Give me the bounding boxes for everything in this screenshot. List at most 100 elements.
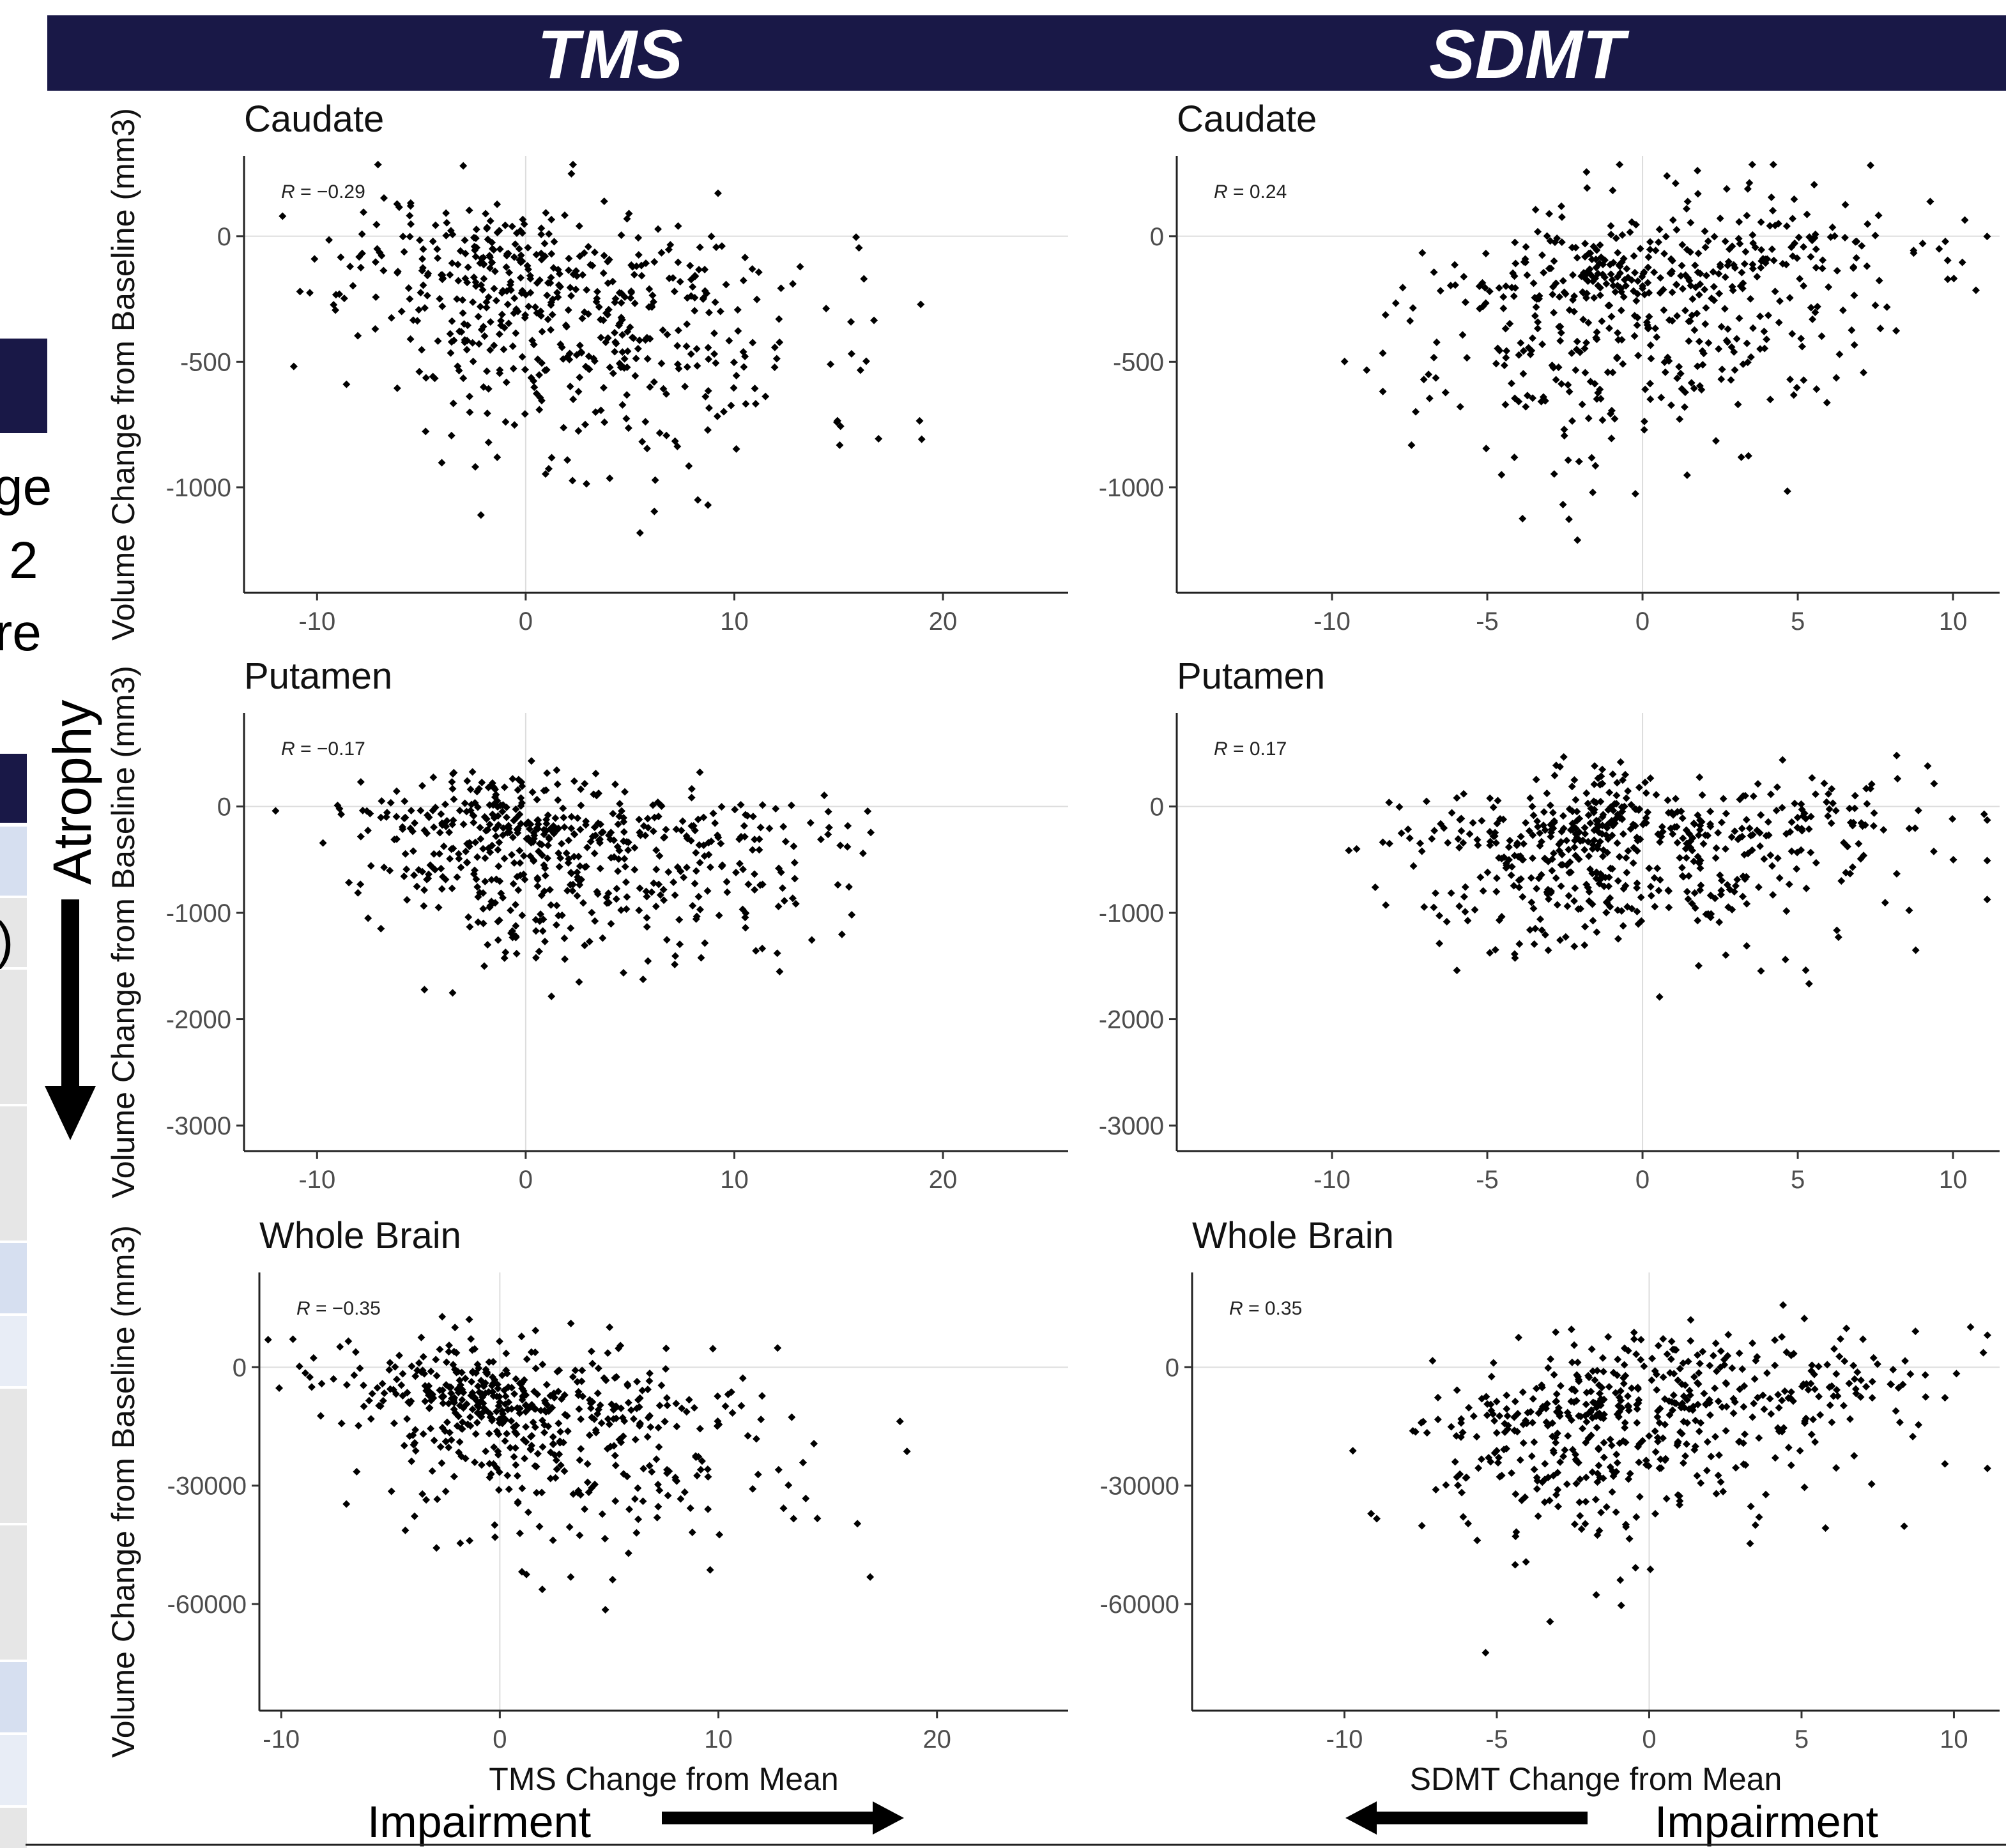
scatter-point [1875, 277, 1883, 285]
scatter-point [556, 282, 564, 291]
scatter-point [634, 1396, 642, 1404]
scatter-point [1821, 1524, 1830, 1532]
scatter-point [1850, 341, 1858, 349]
scatter-point [1699, 839, 1708, 848]
scatter-point [569, 160, 577, 169]
scatter-point [1618, 231, 1627, 239]
scatter-point [1694, 362, 1702, 370]
scatter-point [1694, 1400, 1702, 1409]
scatter-point [1711, 1384, 1719, 1393]
scatter-point [1582, 789, 1591, 797]
scatter-point [1534, 1512, 1542, 1520]
scatter-point [448, 259, 456, 267]
scatter-point [1754, 1393, 1762, 1401]
scatter-point [393, 269, 401, 277]
scatter-point [535, 839, 544, 848]
scatter-point [1581, 922, 1589, 931]
scatter-point [1659, 1335, 1667, 1343]
scatter-point [1593, 1410, 1602, 1419]
scatter-point [1556, 763, 1564, 771]
scatter-point [1543, 1421, 1552, 1430]
scatter-point [474, 1382, 482, 1391]
scatter-point [1647, 355, 1655, 363]
scatter-point [1696, 864, 1704, 873]
scatter-point [1851, 1385, 1860, 1393]
scatter-point [494, 1430, 503, 1439]
scatter-point [508, 222, 516, 231]
scatter-point [406, 294, 414, 303]
scatter-point [392, 1390, 400, 1398]
scatter-point [576, 341, 584, 349]
scatter-point [1404, 825, 1413, 834]
scatter-point [683, 363, 691, 371]
scatter-point [705, 850, 713, 859]
scatter-point [1635, 806, 1643, 814]
scatter-point [1557, 329, 1565, 337]
scatter-point [1768, 245, 1776, 254]
scatter-point [836, 422, 845, 431]
scatter-point [427, 1367, 435, 1375]
scatter-point [461, 1375, 470, 1383]
scatter-point [1682, 1440, 1690, 1448]
scatter-point [1800, 1483, 1809, 1492]
scatter-point [1570, 1520, 1579, 1529]
scatter-point [523, 1355, 531, 1363]
scatter-point [1798, 342, 1806, 351]
scatter-point [1698, 791, 1706, 799]
scatter-point [653, 1513, 661, 1522]
scatter-point [447, 431, 456, 439]
scatter-point [469, 357, 477, 365]
scatter-point [1534, 325, 1542, 333]
scatter-point [661, 833, 669, 841]
scatter-point [459, 162, 468, 170]
scatter-point [463, 859, 471, 867]
scatter-point [855, 243, 863, 252]
scatter-point [1609, 369, 1617, 377]
scatter-point [1680, 873, 1688, 881]
scatter-point [1596, 1389, 1604, 1398]
scatter-point [1564, 456, 1572, 464]
scatter-point [1594, 282, 1602, 290]
scatter-point [1616, 160, 1624, 169]
scatter-point [1749, 261, 1757, 269]
scatter-point [1645, 864, 1653, 873]
scatter-point [770, 363, 779, 372]
scatter-point [454, 850, 463, 858]
scatter-point [751, 400, 760, 408]
scatter-point [406, 335, 415, 343]
scatter-point [1824, 812, 1832, 820]
scatter-point [1747, 353, 1755, 361]
scatter-point [498, 807, 507, 816]
scatter-point [1766, 1394, 1774, 1403]
scatter-point [535, 406, 544, 414]
scatter-point [540, 830, 548, 839]
scatter-point [870, 316, 878, 325]
scatter-point [542, 209, 550, 217]
scatter-point [310, 255, 319, 263]
scatter-point [1586, 1408, 1595, 1416]
scatter-point [576, 252, 584, 261]
scatter-point [638, 271, 646, 280]
scatter-point [1972, 286, 1980, 294]
scatter-point [1528, 802, 1536, 811]
scatter-point [716, 307, 724, 316]
scatter-point [1694, 167, 1702, 175]
scatter-point [1786, 294, 1794, 302]
scatter-point [1742, 816, 1750, 824]
scatter-point [563, 456, 572, 464]
scatter-point [1442, 1481, 1450, 1489]
scatter-point [1789, 1397, 1797, 1405]
scatter-point [854, 1520, 862, 1528]
scatter-point [645, 303, 653, 311]
scatter-point [1627, 276, 1635, 284]
scatter-point [1617, 1601, 1625, 1610]
scatter-point [646, 1369, 654, 1377]
scatter-point [1367, 1509, 1375, 1518]
scatter-point [374, 160, 382, 169]
scatter-point [779, 823, 788, 831]
scatter-point [518, 782, 526, 790]
scatter-point [674, 222, 682, 230]
scatter-point [1593, 820, 1602, 829]
scatter-point [450, 795, 458, 804]
scatter-point [636, 336, 644, 344]
